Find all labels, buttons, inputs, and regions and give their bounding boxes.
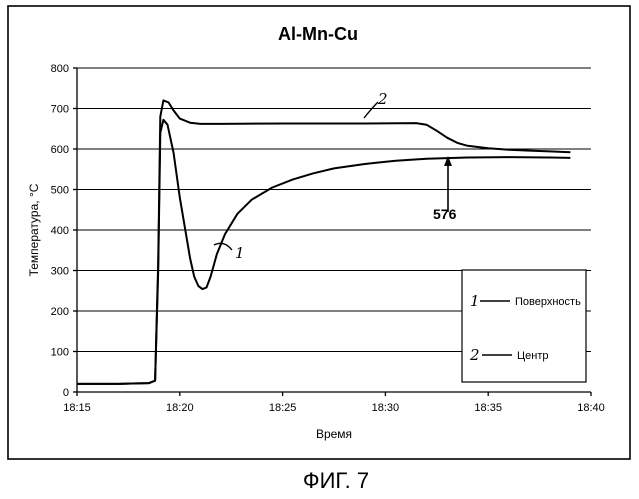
legend-box [462,270,586,382]
y-tick-label: 100 [51,347,69,359]
legend-label-center: Центр [517,350,549,362]
y-axis-label: Температура, °C [27,183,41,276]
y-tick-label: 500 [51,185,69,197]
chart-title: Al-Mn-Cu [278,24,358,44]
figure-caption: ФИГ. 7 [303,468,369,493]
x-tick-label: 18:30 [372,402,400,414]
annotation-value-576: 576 [433,206,457,222]
x-tick-label: 18:15 [63,402,91,414]
x-tick-label: 18:40 [577,402,605,414]
chart-frame [8,6,630,459]
curve-1-marker: 1 [235,244,245,262]
legend-marker-2: 2 [469,346,480,364]
legend-marker-1: 1 [470,292,480,310]
x-tick-label: 18:20 [166,402,194,414]
y-tick-label: 600 [51,144,69,156]
x-axis-label: Время [316,427,352,441]
x-tick-label: 18:25 [269,402,297,414]
curve-2-marker: 2 [377,90,388,108]
y-tick-label: 400 [51,225,69,237]
y-tick-label: 700 [51,104,69,116]
y-tick-label: 200 [51,306,69,318]
y-tick-label: 0 [63,387,69,399]
x-tick-label: 18:35 [474,402,502,414]
y-tick-label: 300 [51,266,69,278]
y-tick-label: 800 [51,63,69,75]
legend-label-surface: Поверхность [515,296,581,308]
chart-figure: Al-Mn-Cu 0 100 200 300 400 500 600 700 800 18:15… [0,0,639,499]
